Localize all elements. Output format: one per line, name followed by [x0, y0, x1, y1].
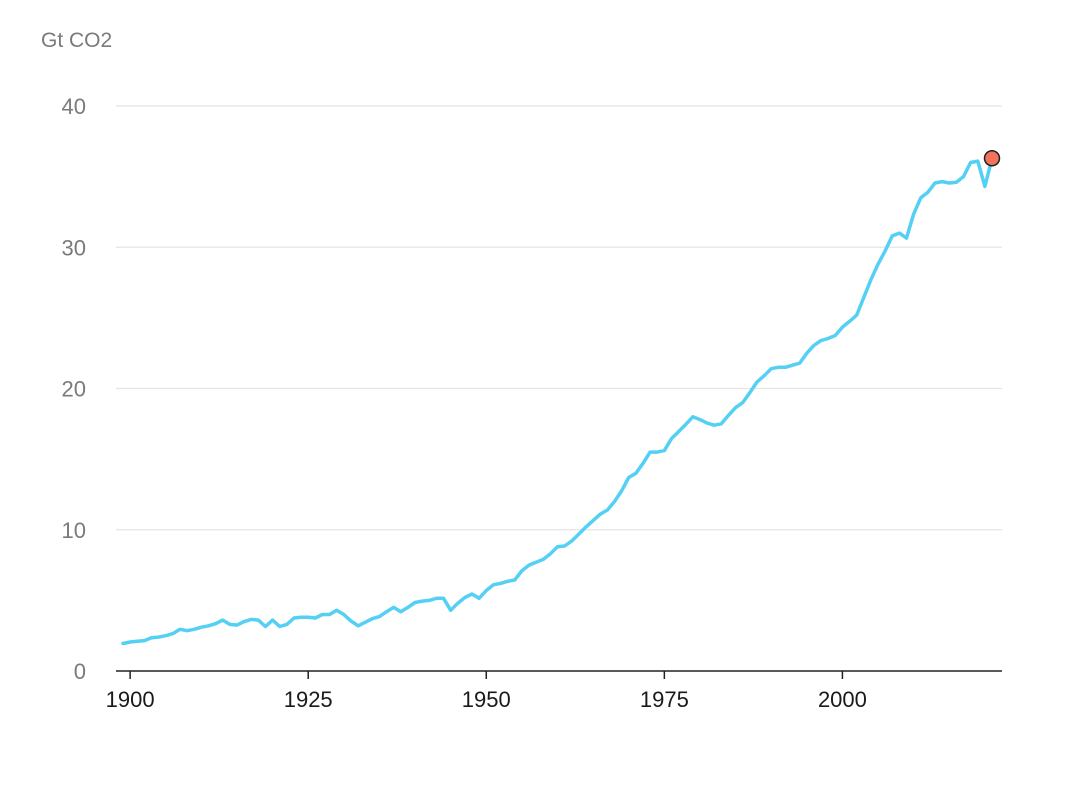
- series-line: [121, 156, 994, 646]
- x-tick-labels: 1900 1925 1950 1975 2000: [106, 687, 867, 712]
- y-tick-label-0: 0: [74, 659, 86, 684]
- x-tick-label-1975: 1975: [640, 687, 689, 712]
- x-tick-label-1950: 1950: [462, 687, 511, 712]
- latest-value-marker: [983, 150, 1001, 167]
- y-tick-label-30: 30: [62, 235, 86, 260]
- y-tick-label-10: 10: [62, 518, 86, 543]
- x-axis: [116, 670, 1002, 679]
- x-tick-label-2000: 2000: [818, 687, 867, 712]
- y-axis-unit-label: Gt CO2: [41, 29, 112, 52]
- y-tick-labels: 0 10 20 30 40: [62, 94, 86, 684]
- gridlines: [116, 105, 1002, 531]
- x-tick-label-1925: 1925: [284, 687, 333, 712]
- y-tick-label-40: 40: [62, 94, 86, 119]
- x-tick-label-1900: 1900: [106, 687, 155, 712]
- y-tick-label-20: 20: [62, 377, 86, 402]
